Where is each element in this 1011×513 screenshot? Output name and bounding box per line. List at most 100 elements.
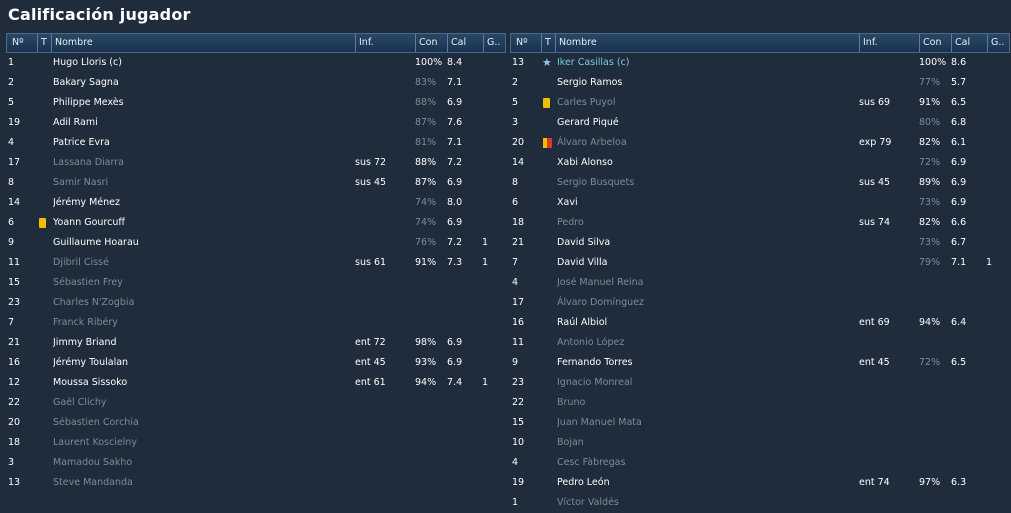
table-row[interactable]: 1 Víctor Valdés xyxy=(510,493,1010,513)
table-row[interactable]: 6 Xavi 73% 6.9 xyxy=(510,193,1010,213)
player-name[interactable]: Gaël Clichy xyxy=(53,397,107,408)
table-row[interactable]: 23 Charles N'Zogbia xyxy=(6,293,506,313)
col-header-t[interactable]: T xyxy=(541,34,555,52)
col-header-cal[interactable]: Cal xyxy=(447,34,483,52)
player-name[interactable]: Franck Ribéry xyxy=(53,317,118,328)
table-row[interactable]: 13 Steve Mandanda xyxy=(6,473,506,493)
col-header-name[interactable]: Nombre xyxy=(51,34,355,52)
table-row[interactable]: 15 Juan Manuel Mata xyxy=(510,413,1010,433)
table-row[interactable]: 11 Antonio López xyxy=(510,333,1010,353)
table-row[interactable]: 7 David Villa 79% 7.1 1 xyxy=(510,253,1010,273)
table-row[interactable]: 22 Bruno xyxy=(510,393,1010,413)
col-header-g[interactable]: G.. xyxy=(483,34,505,52)
table-row[interactable]: 21 Jimmy Briand ent 72 98% 6.9 xyxy=(6,333,506,353)
table-row[interactable]: 6 Yoann Gourcuff 74% 6.9 xyxy=(6,213,506,233)
table-row[interactable]: 4 José Manuel Reina xyxy=(510,273,1010,293)
player-name[interactable]: Sébastien Frey xyxy=(53,277,123,288)
col-header-con[interactable]: Con xyxy=(919,34,951,52)
table-row[interactable]: 19 Pedro León ent 74 97% 6.3 xyxy=(510,473,1010,493)
player-name[interactable]: Jérémy Toulalan xyxy=(53,357,129,368)
player-name[interactable]: Patrice Evra xyxy=(53,137,110,148)
table-row[interactable]: 13 ★ Iker Casillas (c) 100% 8.6 xyxy=(510,53,1010,73)
table-row[interactable]: 5 Philippe Mexès 88% 6.9 xyxy=(6,93,506,113)
player-name[interactable]: Bojan xyxy=(557,437,584,448)
player-name[interactable]: Hugo Lloris (c) xyxy=(53,57,122,68)
col-header-t[interactable]: T xyxy=(37,34,51,52)
player-name[interactable]: Pedro xyxy=(557,217,584,228)
table-row[interactable]: 20 Sébastien Corchia xyxy=(6,413,506,433)
table-row[interactable]: 4 Patrice Evra 81% 7.1 xyxy=(6,133,506,153)
table-row[interactable]: 9 Fernando Torres ent 45 72% 6.5 xyxy=(510,353,1010,373)
player-name[interactable]: Ignacio Monreal xyxy=(557,377,633,388)
table-row[interactable]: 20 Álvaro Arbeloa exp 79 82% 6.1 xyxy=(510,133,1010,153)
player-name[interactable]: Samir Nasri xyxy=(53,177,109,188)
player-name[interactable]: Moussa Sissoko xyxy=(53,377,128,388)
player-name[interactable]: David Villa xyxy=(557,257,608,268)
table-row[interactable]: 14 Jérémy Ménez 74% 8.0 xyxy=(6,193,506,213)
player-name[interactable]: Yoann Gourcuff xyxy=(53,217,125,228)
table-row[interactable]: 14 Xabi Alonso 72% 6.9 xyxy=(510,153,1010,173)
table-row[interactable]: 5 Carles Puyol sus 69 91% 6.5 xyxy=(510,93,1010,113)
table-row[interactable]: 8 Samir Nasri sus 45 87% 6.9 xyxy=(6,173,506,193)
table-row[interactable]: 17 Lassana Diarra sus 72 88% 7.2 xyxy=(6,153,506,173)
player-name[interactable]: Bruno xyxy=(557,397,586,408)
col-header-inf[interactable]: Inf. xyxy=(355,34,415,52)
col-header-inf[interactable]: Inf. xyxy=(859,34,919,52)
player-name[interactable]: Iker Casillas (c) xyxy=(557,57,630,68)
table-row[interactable]: 23 Ignacio Monreal xyxy=(510,373,1010,393)
player-name[interactable]: Jérémy Ménez xyxy=(53,197,120,208)
table-row[interactable]: 11 Djibril Cissé sus 61 91% 7.3 1 xyxy=(6,253,506,273)
player-name[interactable]: Bakary Sagna xyxy=(53,77,119,88)
table-row[interactable]: 4 Cesc Fàbregas xyxy=(510,453,1010,473)
player-name[interactable]: Sergio Busquets xyxy=(557,177,635,188)
player-name[interactable]: Laurent Koscielny xyxy=(53,437,137,448)
table-row[interactable]: 1 Hugo Lloris (c) 100% 8.4 xyxy=(6,53,506,73)
player-name[interactable]: Pedro León xyxy=(557,477,610,488)
col-header-num[interactable]: Nº xyxy=(12,37,24,48)
col-header-cal[interactable]: Cal xyxy=(951,34,987,52)
player-name[interactable]: Mamadou Sakho xyxy=(53,457,133,468)
table-row[interactable]: 16 Jérémy Toulalan ent 45 93% 6.9 xyxy=(6,353,506,373)
table-row[interactable]: 19 Adil Rami 87% 7.6 xyxy=(6,113,506,133)
player-name[interactable]: Adil Rami xyxy=(53,117,98,128)
player-name[interactable]: Xabi Alonso xyxy=(557,157,613,168)
col-header-con[interactable]: Con xyxy=(415,34,447,52)
table-row[interactable]: 17 Álvaro Domínguez xyxy=(510,293,1010,313)
player-name[interactable]: Juan Manuel Mata xyxy=(557,417,642,428)
table-row[interactable]: 18 Pedro sus 74 82% 6.6 xyxy=(510,213,1010,233)
player-name[interactable]: Álvaro Domínguez xyxy=(557,297,645,308)
table-row[interactable]: 12 Moussa Sissoko ent 61 94% 7.4 1 xyxy=(6,373,506,393)
player-name[interactable]: Raúl Albiol xyxy=(557,317,608,328)
player-name[interactable]: Philippe Mexès xyxy=(53,97,124,108)
col-header-name[interactable]: Nombre xyxy=(555,34,859,52)
table-row[interactable]: 15 Sébastien Frey xyxy=(6,273,506,293)
player-name[interactable]: Fernando Torres xyxy=(557,357,633,368)
table-row[interactable]: 7 Franck Ribéry xyxy=(6,313,506,333)
player-name[interactable]: Gerard Piqué xyxy=(557,117,619,128)
player-name[interactable]: Xavi xyxy=(557,197,578,208)
table-row[interactable]: 18 Laurent Koscielny xyxy=(6,433,506,453)
table-row[interactable]: 2 Bakary Sagna 83% 7.1 xyxy=(6,73,506,93)
table-row[interactable]: 21 David Silva 73% 6.7 xyxy=(510,233,1010,253)
player-name[interactable]: Steve Mandanda xyxy=(53,477,133,488)
player-name[interactable]: Víctor Valdés xyxy=(557,497,619,508)
player-name[interactable]: Lassana Diarra xyxy=(53,157,124,168)
player-name[interactable]: Jimmy Briand xyxy=(53,337,117,348)
player-name[interactable]: Antonio López xyxy=(557,337,625,348)
table-row[interactable]: 22 Gaël Clichy xyxy=(6,393,506,413)
table-row[interactable]: 9 Guillaume Hoarau 76% 7.2 1 xyxy=(6,233,506,253)
player-name[interactable]: Djibril Cissé xyxy=(53,257,109,268)
table-row[interactable]: 2 Sergio Ramos 77% 5.7 xyxy=(510,73,1010,93)
table-row[interactable]: 3 Mamadou Sakho xyxy=(6,453,506,473)
player-name[interactable]: Carles Puyol xyxy=(557,97,616,108)
table-row[interactable]: 16 Raúl Albiol ent 69 94% 6.4 xyxy=(510,313,1010,333)
player-name[interactable]: Sébastien Corchia xyxy=(53,417,139,428)
player-name[interactable]: Sergio Ramos xyxy=(557,77,623,88)
table-row[interactable]: 3 Gerard Piqué 80% 6.8 xyxy=(510,113,1010,133)
col-header-g[interactable]: G.. xyxy=(987,34,1009,52)
player-name[interactable]: Álvaro Arbeloa xyxy=(557,137,627,148)
table-row[interactable]: 8 Sergio Busquets sus 45 89% 6.9 xyxy=(510,173,1010,193)
player-name[interactable]: David Silva xyxy=(557,237,611,248)
table-row[interactable]: 10 Bojan xyxy=(510,433,1010,453)
player-name[interactable]: Charles N'Zogbia xyxy=(53,297,135,308)
